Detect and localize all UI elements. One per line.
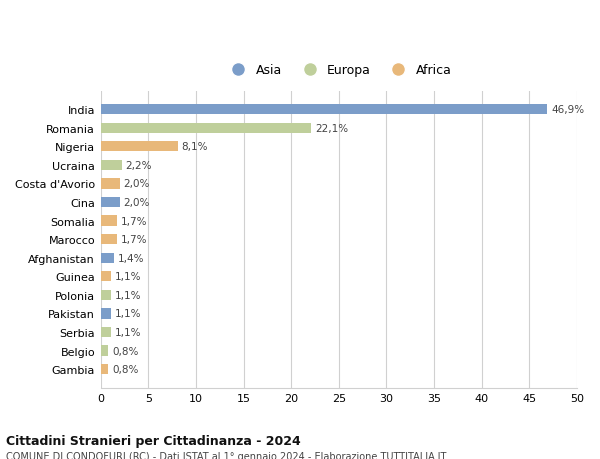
Text: COMUNE DI CONDOFURI (RC) - Dati ISTAT al 1° gennaio 2024 - Elaborazione TUTTITAL: COMUNE DI CONDOFURI (RC) - Dati ISTAT al… xyxy=(6,451,446,459)
Text: 2,0%: 2,0% xyxy=(124,179,150,189)
Text: 22,1%: 22,1% xyxy=(315,123,348,134)
Bar xyxy=(101,235,117,245)
Text: 1,1%: 1,1% xyxy=(115,327,142,337)
Bar xyxy=(101,197,120,207)
Text: 1,1%: 1,1% xyxy=(115,272,142,282)
Bar xyxy=(101,272,111,282)
Bar xyxy=(101,216,117,226)
Bar xyxy=(101,308,111,319)
Bar xyxy=(101,346,109,356)
Bar xyxy=(101,123,311,134)
Bar xyxy=(101,161,122,171)
Bar xyxy=(101,327,111,337)
Text: 1,7%: 1,7% xyxy=(121,235,147,245)
Legend: Asia, Europa, Africa: Asia, Europa, Africa xyxy=(221,59,457,82)
Text: 0,8%: 0,8% xyxy=(112,346,139,356)
Text: 2,0%: 2,0% xyxy=(124,198,150,207)
Bar xyxy=(101,179,120,189)
Bar xyxy=(101,253,114,263)
Bar xyxy=(101,142,178,152)
Text: 1,7%: 1,7% xyxy=(121,216,147,226)
Text: 8,1%: 8,1% xyxy=(182,142,208,152)
Text: 2,2%: 2,2% xyxy=(125,161,152,171)
Bar xyxy=(101,364,109,375)
Text: 1,1%: 1,1% xyxy=(115,309,142,319)
Text: 0,8%: 0,8% xyxy=(112,364,139,374)
Text: 46,9%: 46,9% xyxy=(551,105,584,115)
Text: 1,1%: 1,1% xyxy=(115,290,142,300)
Text: 1,4%: 1,4% xyxy=(118,253,145,263)
Bar xyxy=(101,290,111,300)
Bar xyxy=(101,105,547,115)
Text: Cittadini Stranieri per Cittadinanza - 2024: Cittadini Stranieri per Cittadinanza - 2… xyxy=(6,434,301,447)
